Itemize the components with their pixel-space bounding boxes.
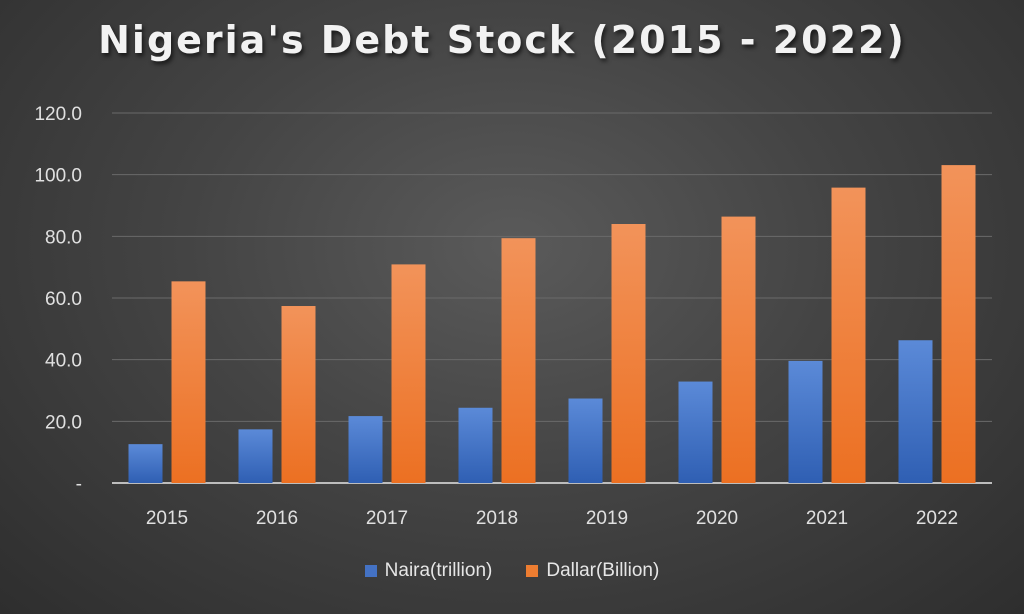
y-tick-label: 20.0 xyxy=(45,412,82,433)
legend: Naira(trillion) Dallar(Billion) xyxy=(0,560,1024,582)
bar-naira xyxy=(678,381,713,483)
legend-item-dollar: Dallar(Billion) xyxy=(526,560,659,582)
bar-dollar xyxy=(501,238,536,483)
x-tick-label: 2021 xyxy=(806,508,848,529)
x-tick-label: 2017 xyxy=(366,508,408,529)
y-axis-ticks: - 20.0 40.0 60.0 80.0 100.0 120.0 xyxy=(34,104,82,495)
legend-swatch-dollar xyxy=(526,565,539,577)
bar-dollar xyxy=(721,216,756,483)
bar-naira xyxy=(128,444,163,483)
x-tick-label: 2015 xyxy=(146,508,188,529)
bar-naira xyxy=(348,416,383,483)
bar-dollar xyxy=(941,165,976,483)
x-axis-ticks: 2015 2016 2017 2018 2019 2020 2021 2022 xyxy=(146,508,958,529)
bar-naira xyxy=(788,360,823,483)
bar-dollar xyxy=(171,281,206,483)
legend-item-naira: Naira(trillion) xyxy=(364,560,493,582)
y-tick-label: - xyxy=(76,474,82,495)
bar-naira xyxy=(568,398,603,483)
y-tick-label: 80.0 xyxy=(45,227,82,248)
legend-swatch-naira xyxy=(364,565,377,577)
legend-label-naira: Naira(trillion) xyxy=(384,560,493,581)
bar-naira xyxy=(238,429,273,483)
bars xyxy=(128,165,976,483)
y-tick-label: 120.0 xyxy=(34,104,82,125)
legend-label-dollar: Dallar(Billion) xyxy=(546,560,660,581)
bar-dollar xyxy=(281,306,316,483)
x-tick-label: 2018 xyxy=(476,508,518,529)
y-tick-label: 40.0 xyxy=(45,351,82,372)
y-tick-label: 60.0 xyxy=(45,289,82,310)
bar-dollar xyxy=(831,187,866,483)
bar-naira xyxy=(458,407,493,483)
chart-title: Nigeria's Debt Stock (2015 - 2022) xyxy=(98,18,906,62)
bar-naira xyxy=(898,340,933,483)
x-tick-label: 2022 xyxy=(916,508,958,529)
x-tick-label: 2020 xyxy=(696,508,738,529)
x-tick-label: 2016 xyxy=(256,508,298,529)
x-tick-label: 2019 xyxy=(586,508,628,529)
y-tick-label: 100.0 xyxy=(34,166,82,187)
bar-dollar xyxy=(611,224,646,483)
bar-dollar xyxy=(391,264,426,483)
